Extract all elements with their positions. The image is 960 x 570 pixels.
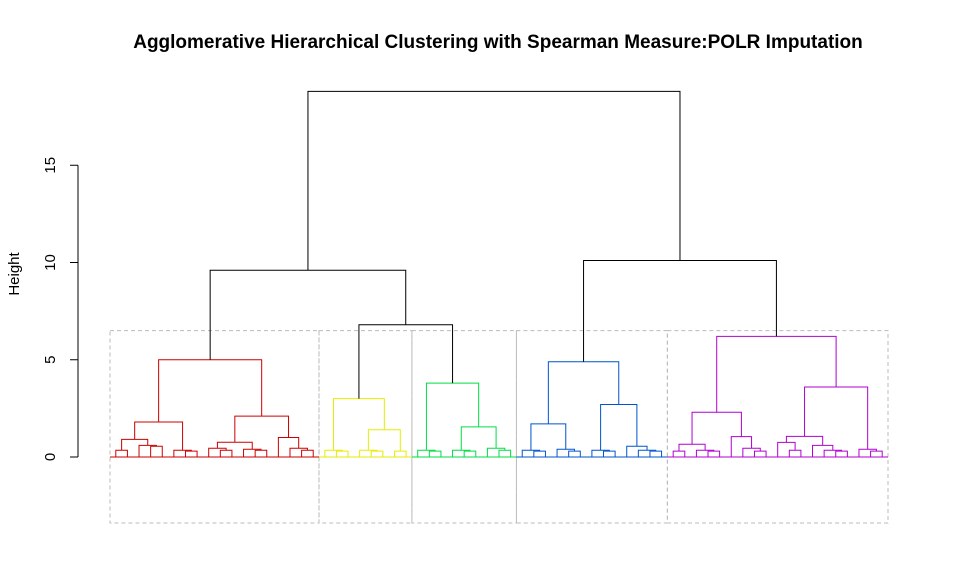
y-axis: 0 5 10 15 <box>42 157 79 461</box>
dendrogram-link <box>637 449 657 457</box>
dendrogram-link <box>823 449 843 457</box>
dendrogram-link <box>678 443 706 452</box>
cluster-box <box>411 330 517 524</box>
dendrogram-link <box>649 450 663 457</box>
dendrogram-link <box>277 437 300 457</box>
dendrogram-link <box>289 447 308 457</box>
dendrogram-link <box>428 450 442 457</box>
dendrogram-link <box>556 448 575 457</box>
dendrogram-link <box>695 449 715 457</box>
dendrogram-link <box>716 335 837 413</box>
dendrogram-link <box>425 382 480 451</box>
dendrogram-link <box>452 449 471 457</box>
dendrogram-link <box>184 450 198 457</box>
dendrogram-link <box>691 411 742 445</box>
dendrogram-link <box>138 444 157 457</box>
dendrogram-link <box>626 445 648 457</box>
dendrogram-link <box>672 450 686 457</box>
dendrogram-link <box>777 441 796 457</box>
dendrogram-link <box>370 450 384 457</box>
y-tick-label: 10 <box>42 254 59 271</box>
dendrogram-link <box>804 386 869 450</box>
dendrogram-link <box>115 449 128 457</box>
dendrogram-tree <box>110 90 888 458</box>
dendrogram-link <box>521 449 541 457</box>
dendrogram-link <box>530 423 567 451</box>
dendrogram-link <box>753 450 767 457</box>
dendrogram-link <box>498 449 512 457</box>
dendrogram-link <box>460 426 497 451</box>
dendrogram-link <box>333 398 385 451</box>
dendrogram-link <box>486 447 506 457</box>
cluster-boxes <box>109 330 889 524</box>
cluster-box <box>318 330 413 524</box>
dendrogram-link <box>547 361 620 424</box>
dendrogram-link <box>121 438 149 451</box>
dendrogram-link <box>254 449 268 457</box>
cluster-box <box>515 330 668 524</box>
dendrogram-link <box>591 449 610 457</box>
dendrogram-link <box>600 403 638 451</box>
y-axis-label: Height <box>6 251 23 295</box>
dendrogram-link <box>533 450 546 457</box>
dendrogram-link <box>730 436 753 457</box>
dendrogram-link <box>393 450 407 457</box>
dendrogram-link <box>603 450 616 457</box>
dendrogram-link <box>858 448 877 457</box>
y-tick-label: 5 <box>42 356 59 364</box>
dendrogram-link <box>219 449 233 457</box>
dendrogram-link <box>234 415 290 443</box>
top-link <box>209 269 407 360</box>
y-tick-label: 0 <box>42 453 59 461</box>
dendrogram-link <box>463 450 477 457</box>
top-link <box>358 324 454 399</box>
dendrogram-link <box>324 449 343 457</box>
root-link <box>307 90 681 271</box>
dendrogram-link <box>335 450 349 457</box>
dendrogram-link <box>173 449 192 457</box>
top-link <box>583 260 777 362</box>
dendrogram-link <box>367 429 401 452</box>
dendrogram-link <box>870 450 883 457</box>
dendrogram-link <box>707 450 721 457</box>
dendrogram-link <box>742 447 761 457</box>
dendrogram-link <box>158 359 263 422</box>
dendrogram-link <box>208 447 227 457</box>
chart-title: Agglomerative Hierarchical Clustering wi… <box>133 32 863 53</box>
dendrogram-link <box>417 449 436 457</box>
cluster-box <box>666 330 889 524</box>
dendrogram-link <box>568 450 581 457</box>
dendrogram-link <box>835 450 848 457</box>
cluster-box <box>109 330 320 524</box>
dendrogram-link <box>788 449 802 457</box>
dendrogram-link <box>150 445 163 457</box>
y-tick-label: 15 <box>42 157 59 174</box>
dendrogram-link <box>812 444 834 457</box>
dendrogram-link <box>359 449 378 457</box>
dendrogram-link <box>785 435 824 446</box>
dendrogram-link <box>301 449 314 457</box>
